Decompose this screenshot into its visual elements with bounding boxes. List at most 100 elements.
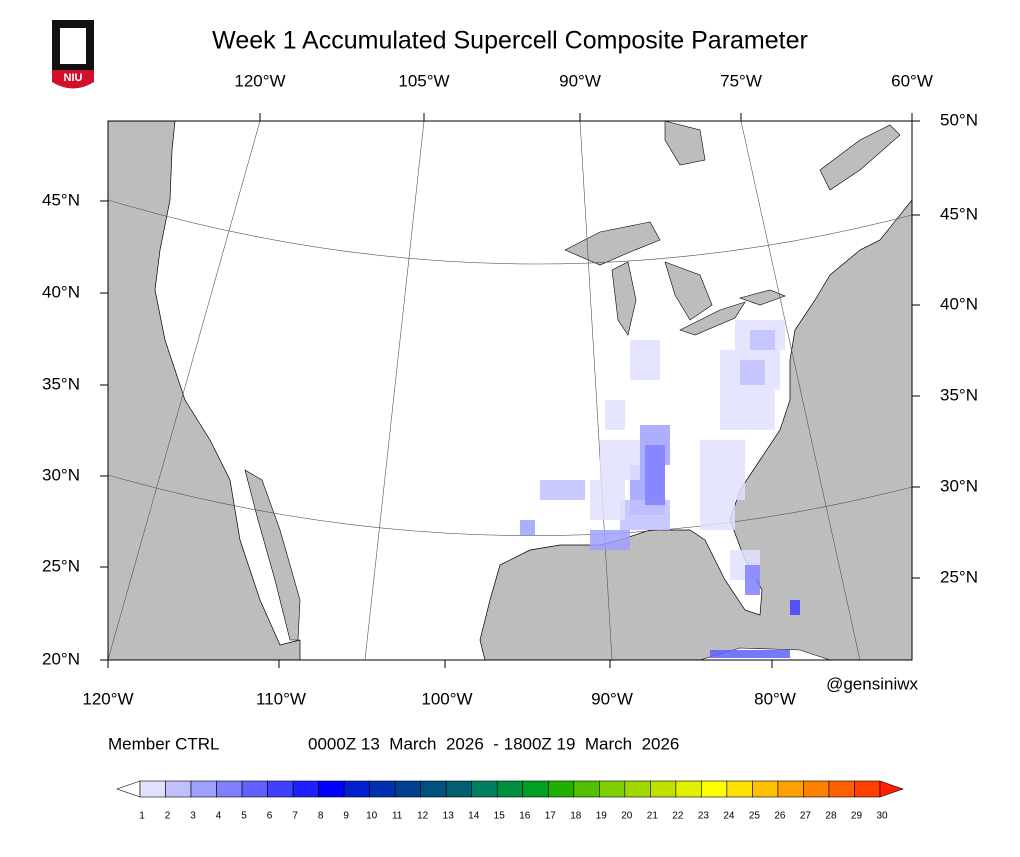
shade-cell [750, 330, 775, 350]
colorbar-label: 22 [672, 811, 684, 822]
axis-label: 20°N [42, 649, 80, 668]
meridian [107, 120, 261, 661]
colorbar-label: 25 [749, 811, 761, 822]
credit: @gensiniwx [826, 674, 918, 693]
colorbar-label: 2 [165, 811, 171, 822]
colorbar-box [701, 780, 728, 798]
lake-michigan [611, 261, 637, 336]
axis-label: 25°N [940, 567, 978, 586]
axis-label: 45°N [940, 204, 978, 223]
colorbar-box [803, 780, 830, 798]
axis-label: 30°N [42, 465, 80, 484]
axis-label: 90°W [559, 71, 601, 90]
colorbar-label: 28 [825, 811, 837, 822]
colorbar-box [165, 780, 192, 798]
axis-label: 25°N [42, 556, 80, 575]
colorbar-box [241, 780, 268, 798]
colorbar-label: 29 [851, 811, 863, 822]
colorbar-label: 18 [570, 811, 582, 822]
shade-cell [540, 480, 585, 500]
colorbar-box [445, 780, 473, 798]
st-lawrence [819, 124, 901, 191]
colorbar-label: 4 [216, 811, 222, 822]
colorbar-label: 5 [241, 811, 247, 822]
logo-building [60, 28, 86, 64]
scp-shading [520, 320, 800, 658]
colorbar-label: 30 [876, 811, 888, 822]
meridian [740, 120, 861, 661]
colorbar-box [190, 780, 217, 798]
shade-cell [520, 520, 535, 535]
parallel [107, 199, 913, 265]
colorbar-box [496, 780, 524, 798]
colorbar-label: 13 [443, 811, 455, 822]
colorbar-box [726, 780, 753, 798]
colorbar-label: 8 [318, 811, 324, 822]
colorbar-label: 20 [621, 811, 633, 822]
colorbar-box [777, 780, 804, 798]
axis-label: 100°W [421, 689, 472, 708]
logo-banner [52, 70, 94, 89]
colorbar-label: 24 [723, 811, 735, 822]
colorbar-box [675, 780, 702, 798]
axis-label: 45°N [42, 190, 80, 209]
axis-label: 120°W [82, 689, 133, 708]
colorbar-end [116, 780, 141, 798]
logo-text: NIU [64, 72, 83, 84]
colorbar-box [216, 780, 243, 798]
colorbar-box [624, 780, 651, 798]
colorbar-label: 23 [698, 811, 710, 822]
axis-label: 35°N [42, 374, 80, 393]
axis-label: 80°W [754, 689, 796, 708]
meridian [579, 120, 613, 661]
shade-cell [590, 530, 630, 550]
member: Member CTRL [108, 734, 219, 753]
colorbar-box [599, 780, 626, 798]
axis-label: 30°N [940, 476, 978, 495]
colorbar-box [420, 780, 447, 798]
colorbar-label: 14 [468, 811, 480, 822]
meridian [364, 120, 425, 661]
axis-label: 90°W [591, 689, 633, 708]
map-frame [107, 120, 913, 661]
shade-cell [790, 600, 800, 615]
graticule [107, 120, 913, 661]
colorbar-label: 21 [647, 811, 659, 822]
colorbar-box [318, 780, 345, 798]
parallel [107, 474, 913, 536]
lake-erie [679, 301, 746, 336]
colorbar-label: 27 [800, 811, 812, 822]
colorbar-box [394, 780, 421, 798]
axis-label: 120°W [234, 71, 285, 90]
shade-cell [590, 480, 625, 520]
lakes [564, 120, 901, 336]
shade-cell [710, 650, 790, 658]
shade-cell [605, 400, 625, 430]
colorbar-label: 9 [343, 811, 349, 822]
colorbar-label: 11 [392, 811, 403, 822]
gulf-of-california [244, 469, 301, 641]
axis-label: 35°N [940, 385, 978, 404]
colorbar-label: 10 [366, 811, 378, 822]
shade-cell [740, 360, 765, 385]
colorbar-label: 26 [774, 811, 786, 822]
colorbar-label: 6 [267, 811, 273, 822]
colorbar-box [522, 780, 549, 798]
shade-cell [700, 440, 745, 500]
colorbar-label: 7 [292, 811, 298, 822]
colorbar-box [752, 780, 779, 798]
axis-label: 75°W [720, 71, 762, 90]
shade-cell [720, 390, 775, 430]
colorbar-end [879, 780, 904, 798]
axis-label: 105°W [398, 71, 449, 90]
lake-superior [564, 221, 661, 266]
colorbar-box [828, 780, 855, 798]
axis-label: 110°W [256, 689, 306, 708]
colorbar-label: 12 [417, 811, 429, 822]
shade-cell [600, 440, 640, 480]
shade-cell [745, 565, 760, 595]
colorbar-label: 16 [519, 811, 531, 822]
lake-huron [664, 261, 713, 321]
colorbar-box [369, 780, 396, 798]
